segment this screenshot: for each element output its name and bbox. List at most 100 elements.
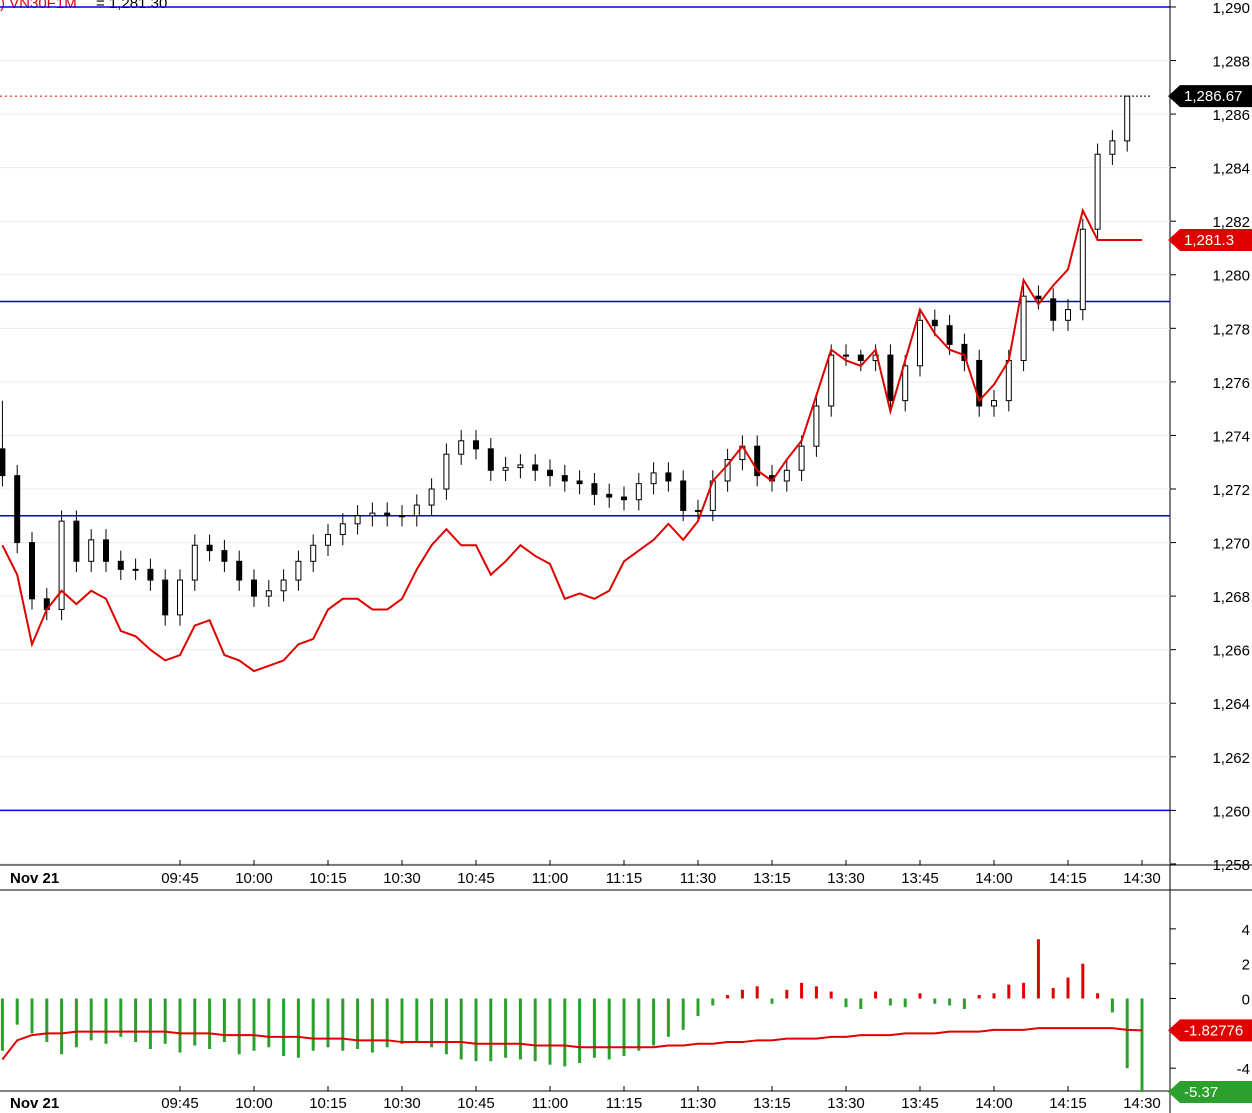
- x-tick-label: 11:30: [680, 1095, 716, 1112]
- candle-body: [487, 448, 494, 471]
- candle-body: [325, 534, 331, 546]
- histogram-bar: [711, 998, 715, 1006]
- histogram-bar: [1036, 939, 1040, 999]
- x-tick-label: 14:15: [1049, 1095, 1087, 1112]
- histogram-bar: [637, 998, 641, 1051]
- histogram-bar: [770, 998, 774, 1004]
- candle-body: [517, 464, 524, 469]
- candle-body: [502, 467, 509, 471]
- x-tick-label: 13:45: [901, 1095, 939, 1112]
- histogram-bar: [119, 998, 123, 1037]
- histogram-bar: [311, 998, 315, 1051]
- histogram-bar: [592, 998, 596, 1058]
- last-price-tag: 1,286.67: [1184, 88, 1242, 105]
- histogram-bar: [903, 998, 907, 1008]
- candle-body: [295, 560, 302, 581]
- candle-body: [206, 544, 213, 552]
- histogram-bar: [208, 998, 212, 1050]
- histogram-bar: [755, 986, 759, 999]
- y-tick-label: 1,258: [1212, 857, 1250, 874]
- x-tick-label: 10:00: [235, 1095, 273, 1112]
- histogram-bar: [533, 998, 537, 1062]
- candle-body: [976, 359, 983, 407]
- histogram-bar: [814, 986, 818, 999]
- y-tick-label: 2: [1242, 957, 1250, 974]
- candle-body: [946, 325, 953, 345]
- candle-body: [73, 520, 80, 562]
- y-tick-label: 4: [1242, 922, 1250, 939]
- histogram-bar: [474, 998, 478, 1062]
- chart-subtitle: = 1,281.30: [96, 0, 167, 12]
- histogram-bar: [666, 998, 670, 1037]
- histogram-bar: [459, 998, 463, 1060]
- x-tick-label: 10:30: [383, 870, 421, 887]
- candle-body: [783, 469, 790, 482]
- histogram-bar: [60, 998, 64, 1055]
- candle-body: [265, 590, 272, 597]
- y-tick-label: 1,262: [1212, 750, 1250, 767]
- histogram-bar: [489, 998, 493, 1062]
- x-tick-label: 11:00: [532, 1095, 568, 1112]
- histogram-bar: [1125, 998, 1129, 1069]
- histogram-bar: [740, 989, 744, 999]
- candle-body: [665, 472, 672, 482]
- indicator-line: [1, 207, 1142, 673]
- candle-body: [473, 440, 479, 450]
- candle-body: [280, 579, 287, 592]
- histogram-bar: [15, 998, 19, 1025]
- candle-body: [1124, 95, 1131, 142]
- candle-body: [576, 480, 583, 485]
- x-tick-label: 10:45: [457, 1095, 495, 1112]
- x-tick-label: 10:00: [235, 870, 273, 887]
- histogram-bar: [326, 998, 330, 1048]
- candle-body: [1035, 295, 1042, 300]
- x-tick-label: 10:30: [383, 1095, 421, 1112]
- histogram-bar: [696, 998, 700, 1016]
- x-tick-label: 14:15: [1049, 870, 1087, 887]
- histogram-bar: [30, 998, 34, 1034]
- candle-body: [887, 354, 894, 402]
- histogram-bar: [1022, 982, 1026, 999]
- histogram-bar: [74, 998, 78, 1048]
- histogram-bar: [800, 982, 804, 999]
- histogram-bar: [1081, 963, 1085, 999]
- signal-value-tag: -1.82776: [1184, 1022, 1243, 1039]
- y-tick-label: 1,270: [1212, 536, 1250, 553]
- candle-body: [399, 515, 405, 518]
- y-tick-label: 1,282: [1212, 214, 1250, 231]
- date-label: Nov 21: [10, 1095, 59, 1112]
- histogram-bar: [89, 998, 93, 1041]
- candle-body: [532, 464, 539, 471]
- x-tick-label: 09:45: [161, 870, 199, 887]
- histogram-bar: [282, 998, 286, 1056]
- candle-body: [251, 579, 257, 597]
- histogram-bar: [385, 998, 389, 1048]
- candle-body: [221, 550, 228, 562]
- histogram-bar: [1007, 984, 1011, 999]
- candle-body: [635, 483, 642, 501]
- x-tick-label: 14:00: [975, 870, 1013, 887]
- chart-title: ) VN30F1M: [0, 0, 77, 12]
- signal-line: [1, 1027, 1143, 1061]
- histogram-bar: [252, 998, 256, 1051]
- y-tick-label: 1,274: [1212, 428, 1250, 445]
- histogram-bar: [296, 998, 300, 1058]
- candle-body: [561, 475, 568, 482]
- histogram-bar: [578, 998, 582, 1063]
- histogram-bar: [134, 998, 138, 1043]
- candle-body: [606, 493, 613, 498]
- y-tick-label: 1,290: [1212, 0, 1250, 17]
- candle-body: [413, 504, 420, 517]
- candle-body: [310, 544, 317, 562]
- candle-body: [1094, 153, 1101, 230]
- x-tick-label: 13:15: [753, 870, 791, 887]
- histogram-bar: [563, 998, 567, 1067]
- histogram-bar: [178, 998, 182, 1053]
- x-tick-label: 13:30: [827, 870, 865, 887]
- histogram-bar: [1066, 977, 1070, 999]
- x-tick-label: 09:45: [161, 1095, 199, 1112]
- candle-body: [591, 483, 598, 495]
- histogram-bar: [1051, 988, 1055, 999]
